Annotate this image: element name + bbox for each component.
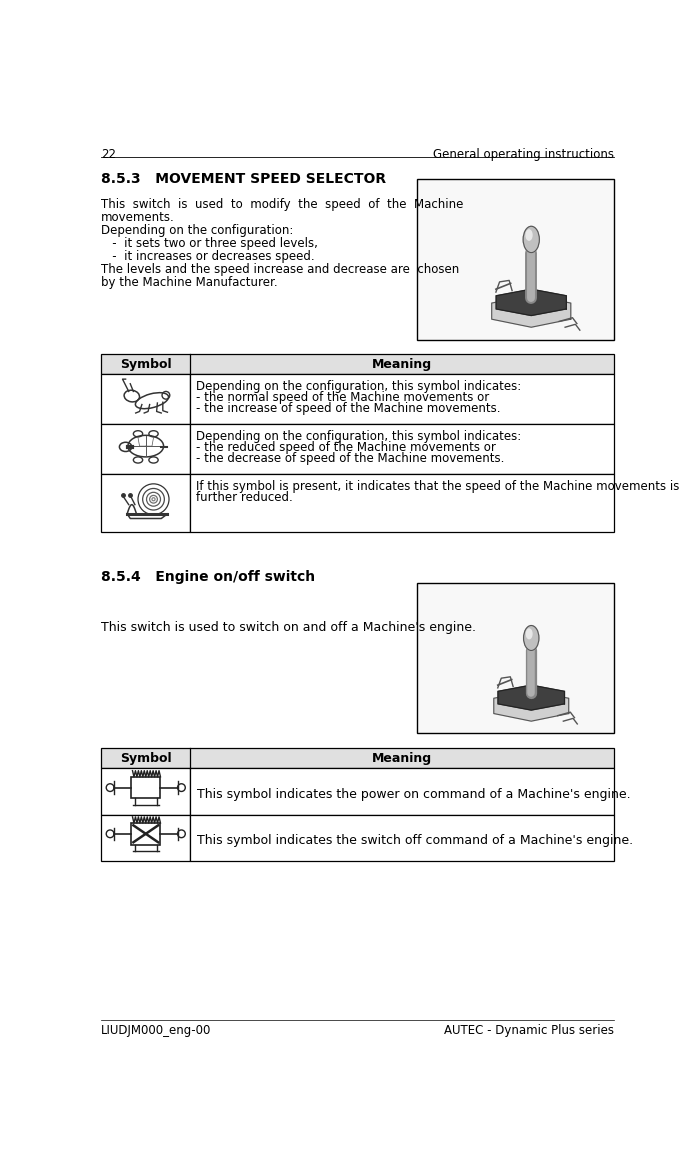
Polygon shape [496, 289, 566, 315]
Text: - the decrease of speed of the Machine movements.: - the decrease of speed of the Machine m… [195, 452, 504, 464]
Text: General operating instructions: General operating instructions [433, 148, 614, 161]
Bar [191, 815, 614, 861]
Text: 8.5.3   MOVEMENT SPEED SELECTOR: 8.5.3 MOVEMENT SPEED SELECTOR [101, 173, 386, 187]
Polygon shape [493, 691, 569, 721]
Bar [101, 748, 614, 768]
Bar [101, 424, 191, 474]
Text: Depending on the configuration, this symbol indicates:: Depending on the configuration, this sym… [195, 380, 521, 393]
Polygon shape [498, 685, 565, 710]
Text: AUTEC - Dynamic Plus series: AUTEC - Dynamic Plus series [444, 1023, 614, 1037]
Text: This switch is used to switch on and off a Machine's engine.: This switch is used to switch on and off… [101, 621, 476, 635]
Text: Meaning: Meaning [372, 357, 432, 371]
Text: - the increase of speed of the Machine movements.: - the increase of speed of the Machine m… [195, 401, 500, 414]
Polygon shape [491, 295, 571, 327]
Text: -  it sets two or three speed levels,: - it sets two or three speed levels, [101, 237, 318, 250]
Bar [191, 768, 614, 815]
Ellipse shape [526, 230, 532, 240]
Bar [131, 823, 161, 845]
Bar [101, 474, 191, 532]
Text: 8.5.4   Engine on/off switch: 8.5.4 Engine on/off switch [101, 569, 315, 584]
Text: The levels and the speed increase and decrease are  chosen: The levels and the speed increase and de… [101, 264, 459, 277]
Ellipse shape [523, 226, 540, 252]
Bar [131, 777, 161, 798]
Text: - the reduced speed of the Machine movements or: - the reduced speed of the Machine movem… [195, 441, 496, 454]
Text: Symbol: Symbol [120, 752, 172, 764]
Text: Depending on the configuration:: Depending on the configuration: [101, 224, 294, 237]
Text: further reduced.: further reduced. [195, 491, 292, 504]
Text: This  switch  is  used  to  modify  the  speed  of  the  Machine: This switch is used to modify the speed … [101, 197, 463, 211]
Text: LIUDJM000_eng-00: LIUDJM000_eng-00 [101, 1023, 211, 1037]
Bar [417, 582, 614, 733]
Bar [101, 768, 191, 815]
Text: by the Machine Manufacturer.: by the Machine Manufacturer. [101, 277, 278, 289]
Text: -  it increases or decreases speed.: - it increases or decreases speed. [101, 250, 315, 263]
Text: - the normal speed of the Machine movements or: - the normal speed of the Machine moveme… [195, 391, 489, 404]
Ellipse shape [526, 629, 532, 638]
Text: If this symbol is present, it indicates that the speed of the Machine movements : If this symbol is present, it indicates … [195, 481, 679, 494]
Bar [191, 424, 614, 474]
Bar [191, 474, 614, 532]
Bar [101, 815, 191, 861]
Text: movements.: movements. [101, 211, 175, 224]
Bar [101, 375, 191, 424]
Text: Symbol: Symbol [120, 357, 172, 371]
Text: This symbol indicates the power on command of a Machine's engine.: This symbol indicates the power on comma… [197, 788, 630, 801]
Text: Meaning: Meaning [372, 752, 432, 764]
Bar [191, 375, 614, 424]
Ellipse shape [524, 626, 539, 650]
Text: Depending on the configuration, this symbol indicates:: Depending on the configuration, this sym… [195, 431, 521, 443]
Bar [101, 354, 614, 375]
Text: 22: 22 [101, 148, 116, 161]
Text: This symbol indicates the switch off command of a Machine's engine.: This symbol indicates the switch off com… [197, 833, 632, 847]
Bar [417, 179, 614, 341]
